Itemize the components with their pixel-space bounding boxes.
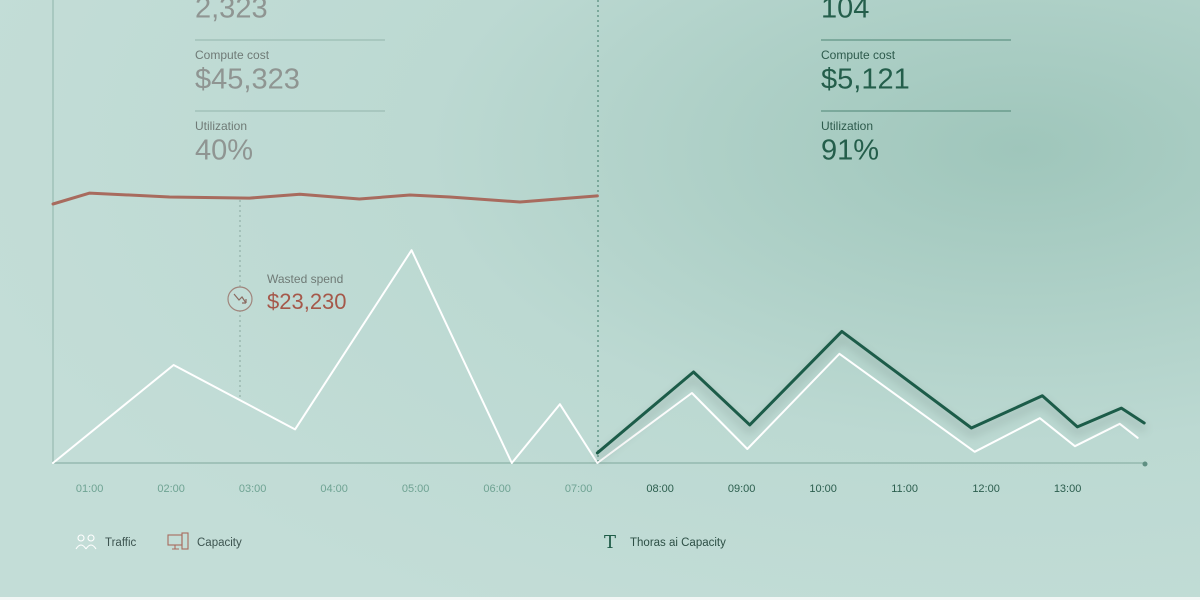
stat-value: $5,121 <box>821 64 910 96</box>
stat-value: 91% <box>821 135 879 167</box>
x-tick-label: 09:00 <box>728 483 756 495</box>
x-tick-label: 03:00 <box>239 483 267 495</box>
legend-icon-traffic <box>75 534 97 550</box>
stat-label: Utilization <box>821 119 873 133</box>
x-tick-label: 11:00 <box>891 483 918 495</box>
x-tick-label: 04:00 <box>320 483 348 495</box>
legend-label: Traffic <box>105 537 137 549</box>
stat-value: 104 <box>821 0 869 25</box>
legend-label: Capacity <box>197 537 242 549</box>
line-1 <box>51 191 599 206</box>
stat-label: Compute cost <box>821 48 896 62</box>
line-0 <box>52 249 1139 464</box>
x-tick-label: 13:00 <box>1054 483 1082 495</box>
legend-label: Thoras ai Capacity <box>630 537 726 549</box>
x-tick-label: 08:00 <box>646 483 674 495</box>
annotation-icon-arrow <box>233 293 247 304</box>
stat-value: $45,323 <box>195 64 300 96</box>
x-tick-label: 12:00 <box>972 483 1000 495</box>
x-tick-label: 07:00 <box>565 483 593 495</box>
x-tick-label: 02:00 <box>157 483 185 495</box>
stat-value: 2,323 <box>195 0 268 25</box>
annotation-label: Wasted spend <box>267 272 343 286</box>
x-tick-label: 05:00 <box>402 483 430 495</box>
bottom-strip <box>0 597 1200 600</box>
stat-label: Compute cost <box>195 48 270 62</box>
axis-end-dot <box>1142 461 1148 467</box>
annotation-value: $23,230 <box>267 289 347 314</box>
line-2 <box>595 329 1146 455</box>
stat-label: Utilization <box>195 119 247 133</box>
legend-icon-capacity <box>167 532 189 550</box>
x-tick-label: 01:00 <box>76 483 104 495</box>
legend-icon-thoras: T <box>604 532 616 553</box>
x-tick-label: 06:00 <box>483 483 511 495</box>
stat-value: 40% <box>195 135 253 167</box>
x-tick-label: 10:00 <box>809 483 837 495</box>
